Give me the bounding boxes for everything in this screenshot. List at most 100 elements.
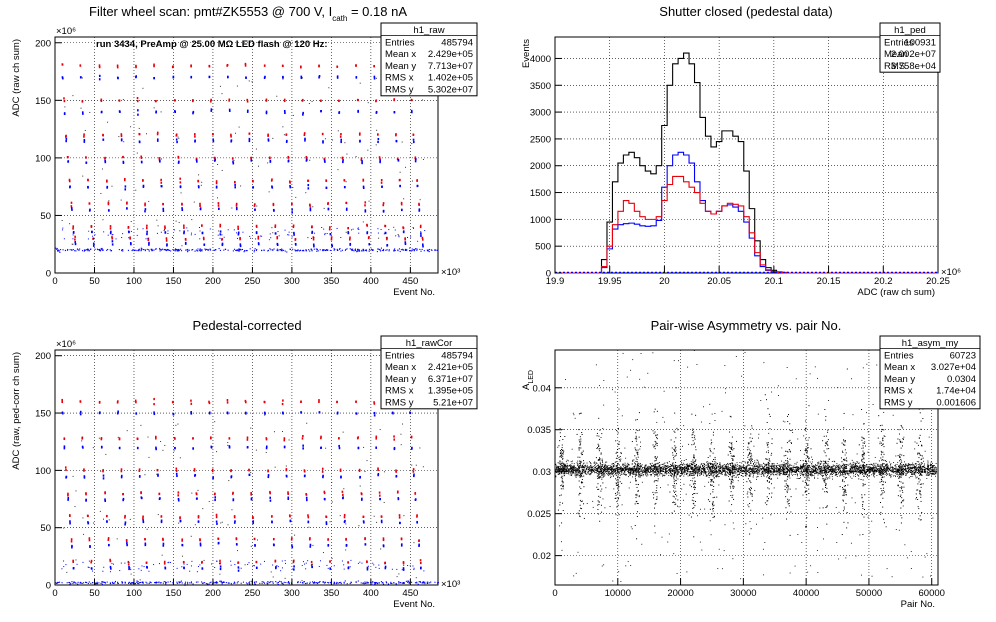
data-point — [678, 468, 680, 470]
data-point — [745, 466, 747, 468]
data-point — [609, 474, 611, 476]
data-point — [331, 557, 333, 559]
data-point — [374, 581, 376, 584]
data-point — [644, 466, 646, 467]
data-point — [83, 582, 85, 584]
data-point — [703, 471, 705, 473]
data-point — [148, 570, 150, 572]
data-point — [158, 563, 160, 565]
data-point — [147, 237, 149, 239]
data-point — [592, 470, 594, 472]
data-point — [126, 544, 128, 547]
data-point — [210, 436, 212, 439]
data-point — [414, 156, 417, 159]
data-point — [188, 249, 190, 251]
x-axis-label: ADC (raw ch sum) — [857, 287, 935, 298]
data-point — [173, 229, 175, 231]
data-point — [577, 465, 579, 467]
data-point — [785, 463, 787, 465]
data-point — [414, 492, 417, 495]
data-point — [764, 469, 766, 471]
data-point — [409, 411, 411, 414]
data-point — [710, 463, 712, 465]
panel-rawCor: 0 50 100 150 200 250 300 350 400 450050100150200×… — [11, 318, 478, 610]
data-point — [748, 470, 750, 472]
data-point — [74, 235, 76, 238]
data-point — [150, 248, 152, 250]
data-point — [302, 444, 304, 447]
data-point — [245, 250, 248, 252]
data-point — [109, 582, 111, 584]
data-point — [863, 465, 864, 467]
data-point — [233, 521, 236, 524]
data-point — [617, 467, 619, 469]
data-point — [429, 582, 431, 584]
data-point — [153, 65, 155, 68]
data-point — [101, 168, 103, 170]
data-point — [249, 235, 251, 237]
data-point — [606, 468, 608, 470]
data-point — [748, 467, 750, 469]
data-point — [98, 66, 101, 69]
data-point — [316, 582, 318, 585]
data-point — [570, 470, 572, 472]
data-point — [919, 470, 921, 472]
data-point — [934, 467, 936, 469]
data-point — [915, 467, 917, 469]
data-point — [820, 473, 822, 475]
data-point — [237, 561, 240, 564]
data-point — [255, 249, 257, 252]
chart-title: Filter wheel scan: pmt#ZK5553 @ 700 V, I… — [89, 4, 407, 23]
data-point — [873, 474, 875, 476]
data-point — [156, 139, 159, 142]
data-point — [707, 461, 709, 463]
data-point — [750, 468, 752, 470]
data-point — [190, 399, 192, 402]
data-point — [285, 133, 288, 136]
data-point — [874, 476, 875, 478]
data-point — [268, 582, 270, 584]
data-point — [915, 469, 917, 471]
data-point — [413, 542, 415, 544]
data-point — [79, 582, 81, 584]
data-point — [282, 78, 284, 80]
data-point — [95, 582, 97, 584]
data-point — [895, 472, 897, 474]
data-point — [375, 437, 378, 440]
data-point — [303, 581, 305, 583]
data-point — [319, 560, 321, 562]
data-point — [664, 467, 666, 469]
data-point — [280, 570, 282, 572]
data-point — [411, 143, 413, 145]
data-point — [865, 469, 867, 470]
data-point — [69, 581, 71, 584]
data-point — [602, 468, 604, 470]
data-point — [377, 232, 379, 234]
data-point — [806, 472, 808, 474]
data-point — [177, 248, 179, 251]
data-point — [817, 474, 819, 476]
tick-label-y: 50 — [40, 211, 51, 222]
data-point — [915, 472, 917, 474]
data-point — [827, 478, 829, 480]
data-point — [192, 248, 194, 251]
data-point — [329, 581, 331, 584]
data-point — [818, 465, 820, 467]
data-point — [429, 248, 431, 251]
data-point — [297, 581, 299, 583]
data-point — [690, 471, 692, 473]
data-point — [744, 472, 746, 474]
data-point — [827, 464, 829, 466]
data-point — [418, 208, 421, 211]
data-point — [194, 133, 196, 136]
data-point — [371, 249, 373, 251]
data-point — [142, 517, 144, 520]
data-point — [831, 465, 833, 467]
data-point — [597, 475, 599, 477]
data-point — [735, 473, 737, 475]
data-point — [595, 470, 597, 472]
data-point — [718, 466, 720, 468]
data-point — [357, 98, 359, 102]
stats-label: Mean x — [385, 362, 416, 373]
data-point — [284, 560, 286, 562]
